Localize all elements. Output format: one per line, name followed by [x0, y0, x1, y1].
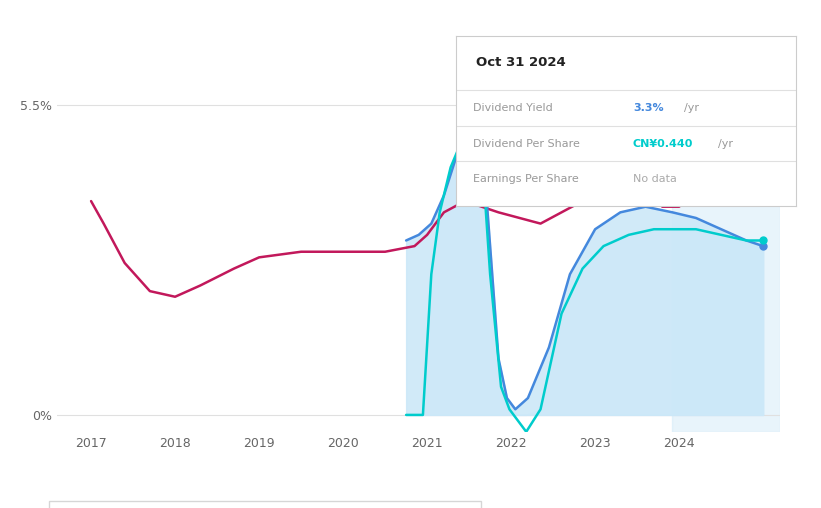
Text: CN¥0.440: CN¥0.440 [633, 139, 693, 149]
Text: /yr: /yr [684, 103, 699, 113]
Text: Dividend Per Share: Dividend Per Share [473, 139, 580, 149]
Text: No data: No data [633, 174, 677, 184]
Bar [672, 66, 780, 432]
Text: Earnings Per Share: Earnings Per Share [473, 174, 579, 184]
Text: Dividend Yield: Dividend Yield [473, 103, 553, 113]
Text: 3.3%: 3.3% [633, 103, 663, 113]
Legend: Dividend Yield, Dividend Per Share, Earnings Per Share: Dividend Yield, Dividend Per Share, Earn… [49, 501, 481, 508]
Text: /yr: /yr [718, 139, 733, 149]
Text: Past: Past [677, 88, 701, 102]
Text: Oct 31 2024: Oct 31 2024 [476, 56, 566, 69]
